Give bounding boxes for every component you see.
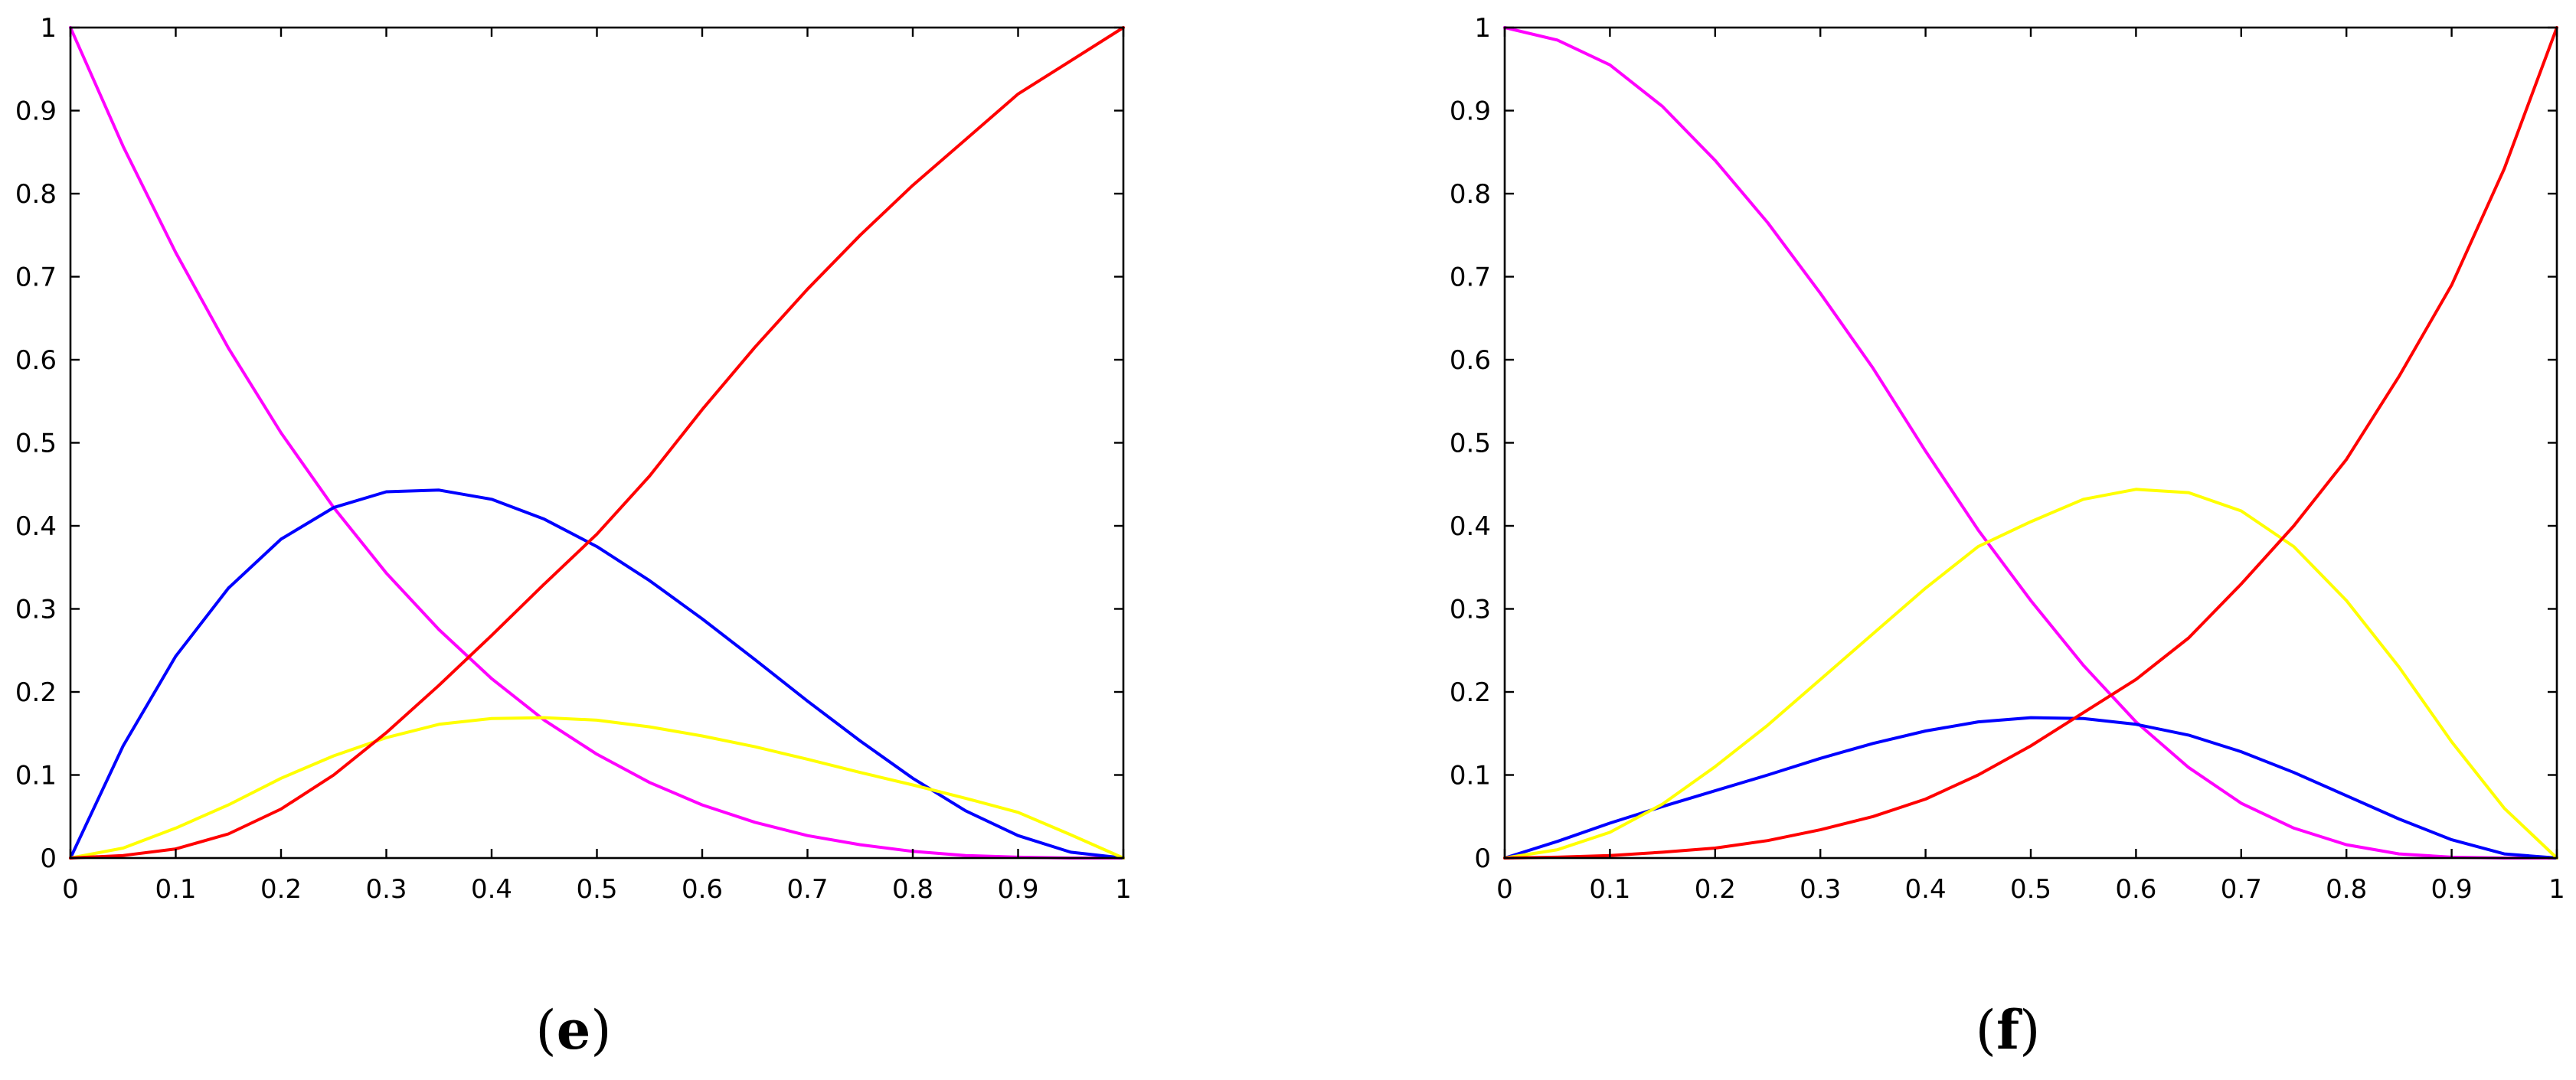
y-tick-label: 0.7 xyxy=(1450,263,1491,293)
x-tick-label: 0.3 xyxy=(1800,874,1841,905)
y-tick-label: 0.4 xyxy=(15,511,57,542)
x-tick-label: 0.2 xyxy=(1695,874,1736,905)
x-tick-label: 0.7 xyxy=(2221,874,2262,905)
x-tick-label: 0.6 xyxy=(2115,874,2156,905)
y-tick-label: 0.4 xyxy=(1450,511,1491,542)
x-tick-label: 0.6 xyxy=(682,874,723,905)
y-tick-label: 0.8 xyxy=(1450,179,1491,210)
chart-panel-e: 0 0.1 0.2 0.3 0.4 0.5 0.6 0.7 0.8 0.9 1 0 0.1 0.2 0.3 0… xyxy=(15,13,1132,1062)
x-tick-label: 0.2 xyxy=(260,874,302,905)
x-tick-label: 0.3 xyxy=(365,874,407,905)
x-tick-label: 0.9 xyxy=(2431,874,2473,905)
series-line-magenta xyxy=(69,26,1125,860)
panel-caption-letter: e xyxy=(557,998,591,1062)
y-tick-label: 0.9 xyxy=(15,96,57,127)
y-tick-label: 0.2 xyxy=(1450,677,1491,708)
y-tick-label: 0.3 xyxy=(15,595,57,625)
y-tick-label: 0.6 xyxy=(15,345,57,376)
y-tick-label: 0.3 xyxy=(1450,595,1491,625)
x-tick-label: 0 xyxy=(1496,874,1513,905)
plot-frame xyxy=(69,26,1125,860)
y-tick-label: 0.1 xyxy=(15,761,57,791)
y-tick-label: 0.5 xyxy=(15,429,57,459)
y-tick-label: 0.9 xyxy=(1450,96,1491,127)
series-line-blue xyxy=(1503,716,2558,860)
x-tick-label: 0 xyxy=(62,874,79,905)
y-tick-label: 0.2 xyxy=(15,677,57,708)
y-tick-label: 0 xyxy=(1474,843,1491,874)
y-tick-label: 0.7 xyxy=(15,263,57,293)
x-tick-label: 0.7 xyxy=(786,874,828,905)
y-tick-label: 1 xyxy=(40,13,57,44)
y-tick-label: 0.1 xyxy=(1450,761,1491,791)
x-tick-label: 1 xyxy=(1115,874,1132,905)
panel-caption: (f) xyxy=(1976,998,2041,1062)
x-tick-label: 1 xyxy=(2548,874,2565,905)
panel-caption-letter: f xyxy=(1996,998,2022,1062)
x-tick-label: 0.4 xyxy=(471,874,512,905)
x-tick-label: 0.1 xyxy=(1589,874,1630,905)
series-line-yellow xyxy=(1503,488,2558,860)
y-tick-label: 0 xyxy=(40,843,57,874)
x-tick-label: 0.4 xyxy=(1905,874,1947,905)
x-tick-label: 0.1 xyxy=(155,874,196,905)
x-tick-label: 0.8 xyxy=(2326,874,2367,905)
panel-caption: (e) xyxy=(535,998,611,1062)
chart-panel-f: 0 0.1 0.2 0.3 0.4 0.5 0.6 0.7 0.8 0.9 1 0 0.1 0.2 0.3 0… xyxy=(1450,13,2565,1062)
series-line-blue xyxy=(69,488,1125,860)
series-line-magenta xyxy=(1503,26,2558,860)
series-line-red xyxy=(1503,26,2558,860)
y-tick-label: 0.6 xyxy=(1450,345,1491,376)
x-tick-label: 0.9 xyxy=(997,874,1038,905)
x-tick-label: 0.5 xyxy=(2010,874,2051,905)
plot-frame xyxy=(1503,26,2558,860)
y-tick-label: 1 xyxy=(1474,13,1491,44)
series-line-red xyxy=(69,26,1125,860)
x-tick-label: 0.5 xyxy=(576,874,617,905)
y-tick-label: 0.8 xyxy=(15,179,57,210)
x-tick-label: 0.8 xyxy=(892,874,933,905)
series-line-yellow xyxy=(69,716,1125,860)
y-tick-label: 0.5 xyxy=(1450,429,1491,459)
